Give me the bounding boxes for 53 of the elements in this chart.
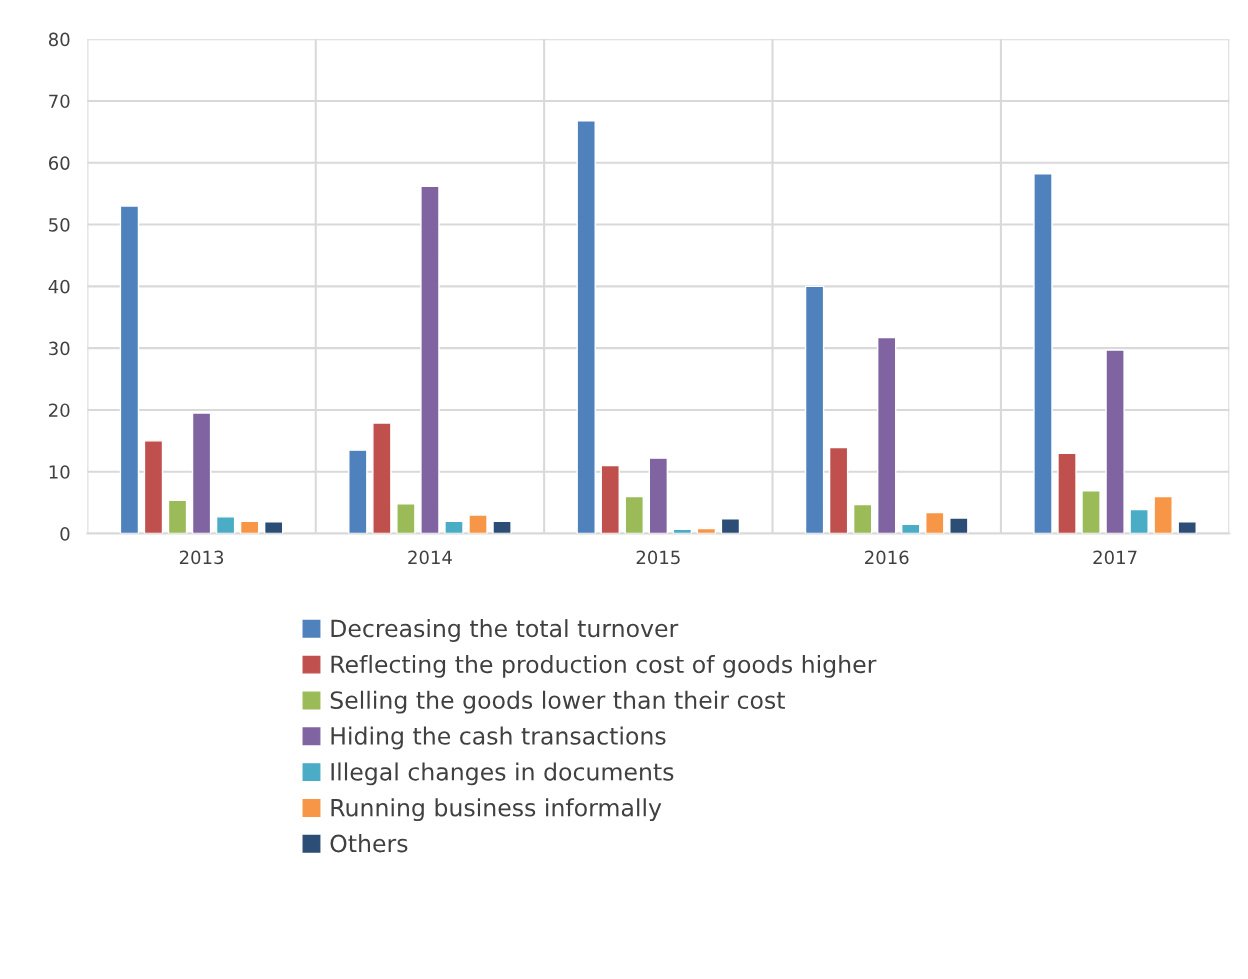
bar (1129, 508, 1149, 534)
legend-label: Decreasing the total turnover (331, 619, 679, 642)
y-tick-label: 60 (48, 156, 70, 170)
x-tick-label: 2017 (1093, 550, 1137, 565)
bar (492, 520, 512, 534)
x-tick-label: 2015 (636, 550, 680, 565)
legend-label: Selling the goods lower than their cost (330, 690, 785, 714)
bar (1081, 490, 1101, 534)
bar (444, 520, 464, 534)
bar (1033, 173, 1053, 534)
x-tick-label: 2013 (179, 550, 224, 565)
bar (167, 499, 188, 534)
legend-label: Hiding the cash transactions (331, 726, 666, 750)
bar (215, 516, 236, 534)
bar (1153, 495, 1173, 534)
x-tick-label: 2014 (408, 550, 452, 565)
bar (396, 503, 416, 534)
legend-label: Reflecting the production cost of goods higher (331, 654, 877, 678)
y-tick-label: 50 (49, 218, 70, 232)
bar (191, 412, 212, 534)
legend-label: Others (330, 834, 408, 853)
bar (852, 503, 873, 534)
bar (828, 446, 849, 534)
bar (143, 440, 164, 534)
bar (1057, 452, 1077, 534)
y-tick-label: 30 (49, 341, 70, 356)
bar (576, 120, 596, 534)
bar (876, 336, 897, 534)
legend-label: Running business informally (331, 798, 662, 822)
bar (119, 205, 140, 534)
bar (468, 514, 488, 534)
bar (624, 495, 644, 534)
bar (372, 422, 392, 534)
y-tick-label: 0 (60, 527, 70, 541)
y-tick-label: 80 (48, 32, 70, 47)
bar (804, 285, 825, 534)
bar (600, 464, 620, 534)
bar (648, 457, 669, 534)
x-tick-label: 2016 (865, 550, 909, 565)
bar (925, 511, 945, 534)
bar (1177, 521, 1197, 534)
y-tick-label: 20 (49, 403, 70, 418)
bar (263, 521, 284, 534)
bar (720, 518, 741, 534)
bar (949, 517, 969, 534)
legend-label: Illegal changes in documents (331, 762, 674, 786)
y-tick-label: 10 (49, 465, 70, 479)
y-tick-label: 40 (48, 279, 70, 294)
bar (239, 520, 260, 534)
y-tick-label: 70 (49, 94, 70, 109)
bar (420, 185, 440, 534)
bar (1105, 349, 1125, 534)
bar (348, 449, 368, 534)
